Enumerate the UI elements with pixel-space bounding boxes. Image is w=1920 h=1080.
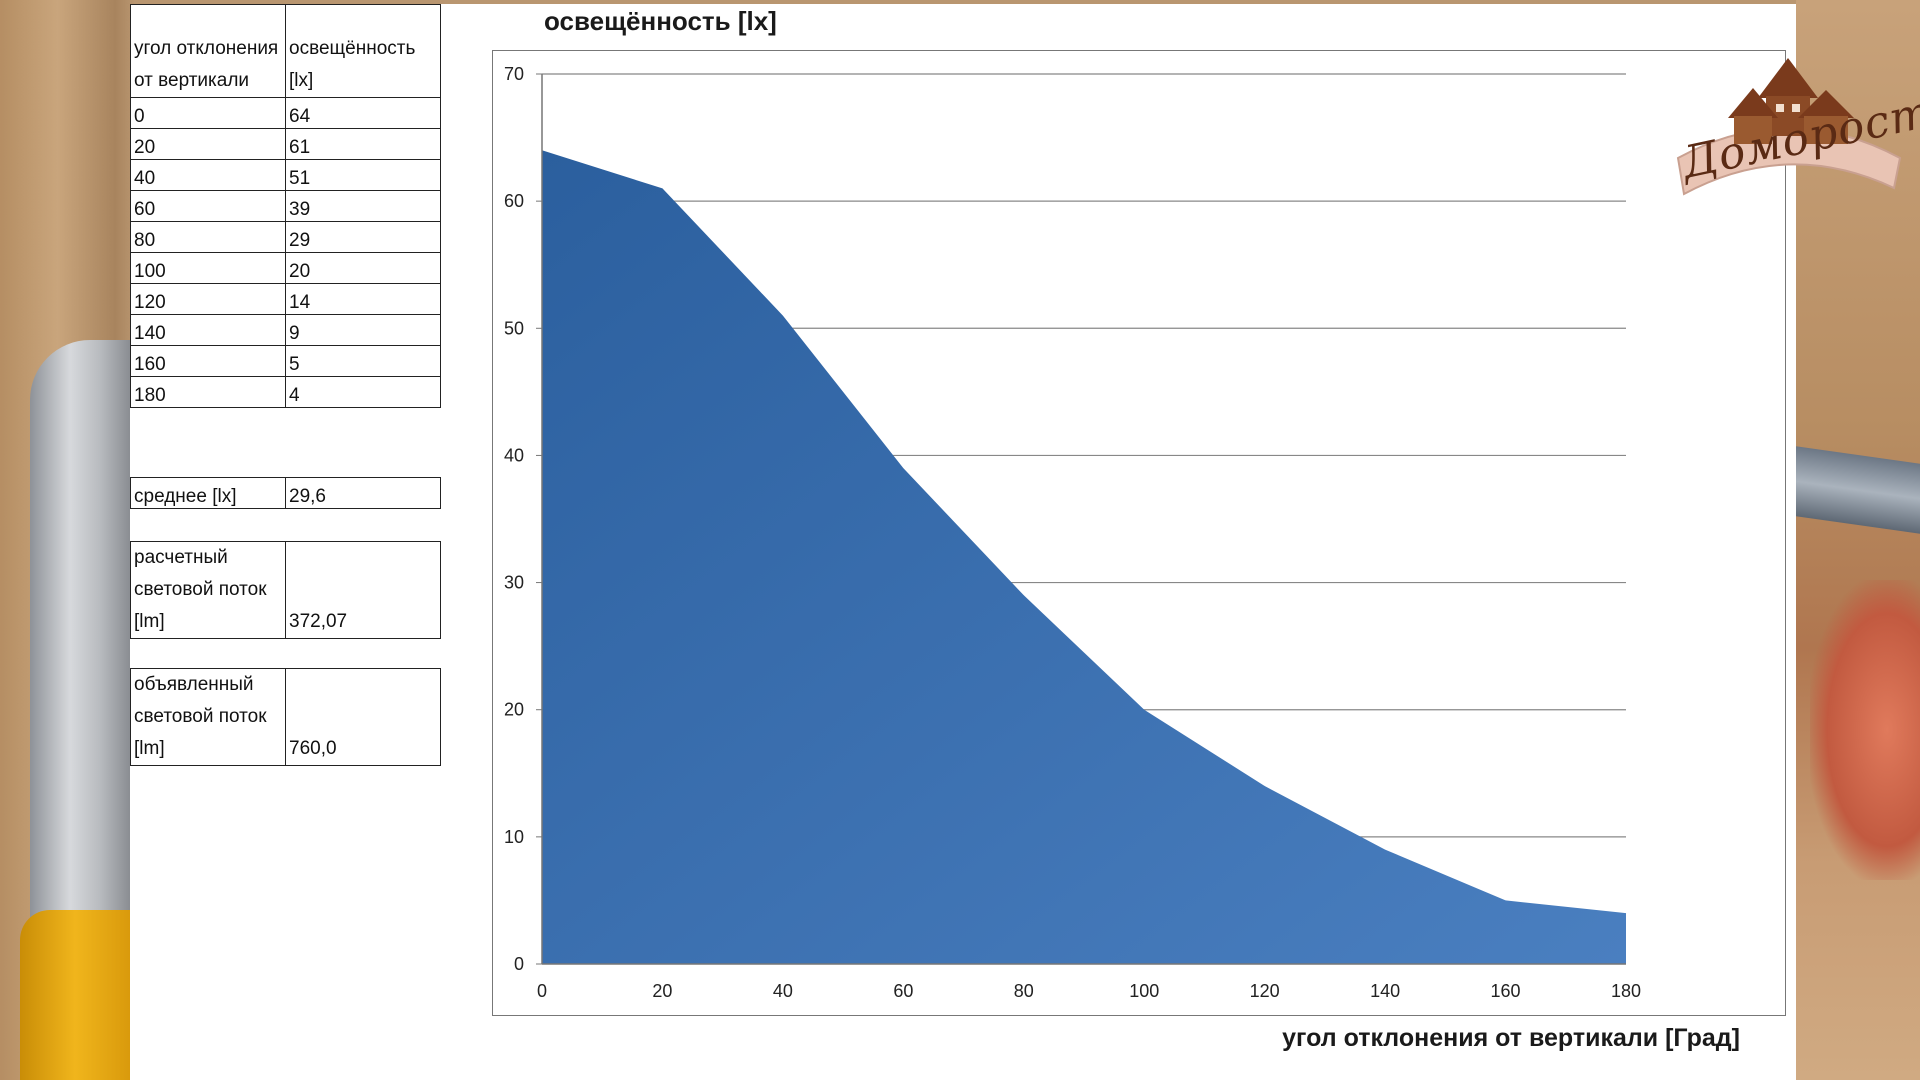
- table-row: 40 51: [130, 159, 441, 191]
- y-tick-label: 30: [504, 573, 524, 593]
- table-row: объявленный световой поток [lm] 760,0: [130, 668, 441, 766]
- table-row: 140 9: [130, 314, 441, 346]
- y-tick-label: 60: [504, 191, 524, 211]
- table-row: 0 64: [130, 97, 441, 129]
- x-tick-label: 60: [893, 981, 913, 1001]
- table-row: 20 61: [130, 128, 441, 160]
- x-tick-label: 180: [1611, 981, 1641, 1001]
- angle-cell: 180: [130, 376, 286, 408]
- lux-cell: 64: [285, 97, 441, 129]
- angle-cell: 20: [130, 128, 286, 160]
- x-tick-label: 20: [652, 981, 672, 1001]
- lux-cell: 20: [285, 252, 441, 284]
- wood-background-right: [1796, 0, 1920, 1080]
- x-tick-label: 40: [773, 981, 793, 1001]
- table-header-row: угол отклонения от вертикали освещённост…: [130, 4, 441, 98]
- angle-cell: 160: [130, 345, 286, 377]
- angle-cell: 100: [130, 252, 286, 284]
- table-row: 60 39: [130, 190, 441, 222]
- average-label: среднее [lx]: [130, 477, 286, 509]
- angle-cell: 60: [130, 190, 286, 222]
- header-angle: угол отклонения от вертикали: [130, 4, 286, 98]
- calculated-flux-value: 372,07: [285, 541, 441, 639]
- lux-cell: 4: [285, 376, 441, 408]
- average-value: 29,6: [285, 477, 441, 509]
- chart-frame: [492, 50, 1786, 1016]
- declared-flux-value: 760,0: [285, 668, 441, 766]
- lux-cell: 5: [285, 345, 441, 377]
- y-tick-label: 0: [514, 954, 524, 974]
- x-tick-label: 100: [1129, 981, 1159, 1001]
- x-tick-label: 140: [1370, 981, 1400, 1001]
- table-row: 120 14: [130, 283, 441, 315]
- chart-title: освещённость [lx]: [544, 6, 777, 36]
- lux-cell: 39: [285, 190, 441, 222]
- y-tick-label: 40: [504, 445, 524, 465]
- domorost-logo: [1676, 58, 1902, 196]
- calculated-flux-label: расчетный световой поток [lm]: [130, 541, 286, 639]
- x-tick-label: 0: [537, 981, 547, 1001]
- y-tick-label: 70: [504, 64, 524, 84]
- x-tick-label: 160: [1491, 981, 1521, 1001]
- angle-cell: 120: [130, 283, 286, 315]
- lux-cell: 14: [285, 283, 441, 315]
- lux-cell: 9: [285, 314, 441, 346]
- measurement-table: угол отклонения от вертикали освещённост…: [130, 4, 441, 408]
- table-row: среднее [lx] 29,6: [130, 477, 441, 509]
- header-lux: освещённость [lx]: [285, 4, 441, 98]
- table-row: 100 20: [130, 252, 441, 284]
- calculated-flux-table: расчетный световой поток [lm] 372,07: [130, 541, 441, 639]
- y-tick-label: 20: [504, 700, 524, 720]
- x-tick-label: 120: [1250, 981, 1280, 1001]
- table-row: расчетный световой поток [lm] 372,07: [130, 541, 441, 639]
- angle-cell: 140: [130, 314, 286, 346]
- illuminance-area-series: [542, 150, 1626, 965]
- x-tick-label: 80: [1014, 981, 1034, 1001]
- metal-tool-background: [30, 340, 130, 960]
- declared-flux-table: объявленный световой поток [lm] 760,0: [130, 668, 441, 766]
- angle-cell: 0: [130, 97, 286, 129]
- yellow-object-background: [20, 910, 130, 1080]
- finger-background: [1810, 580, 1920, 880]
- average-table: среднее [lx] 29,6: [130, 477, 441, 509]
- declared-flux-label: объявленный световой поток [lm]: [130, 668, 286, 766]
- x-axis-label: угол отклонения от вертикали [Град]: [1282, 1024, 1740, 1052]
- table-row: 80 29: [130, 221, 441, 253]
- y-tick-label: 10: [504, 827, 524, 847]
- y-tick-label: 50: [504, 318, 524, 338]
- table-row: 160 5: [130, 345, 441, 377]
- table-row: 180 4: [130, 376, 441, 408]
